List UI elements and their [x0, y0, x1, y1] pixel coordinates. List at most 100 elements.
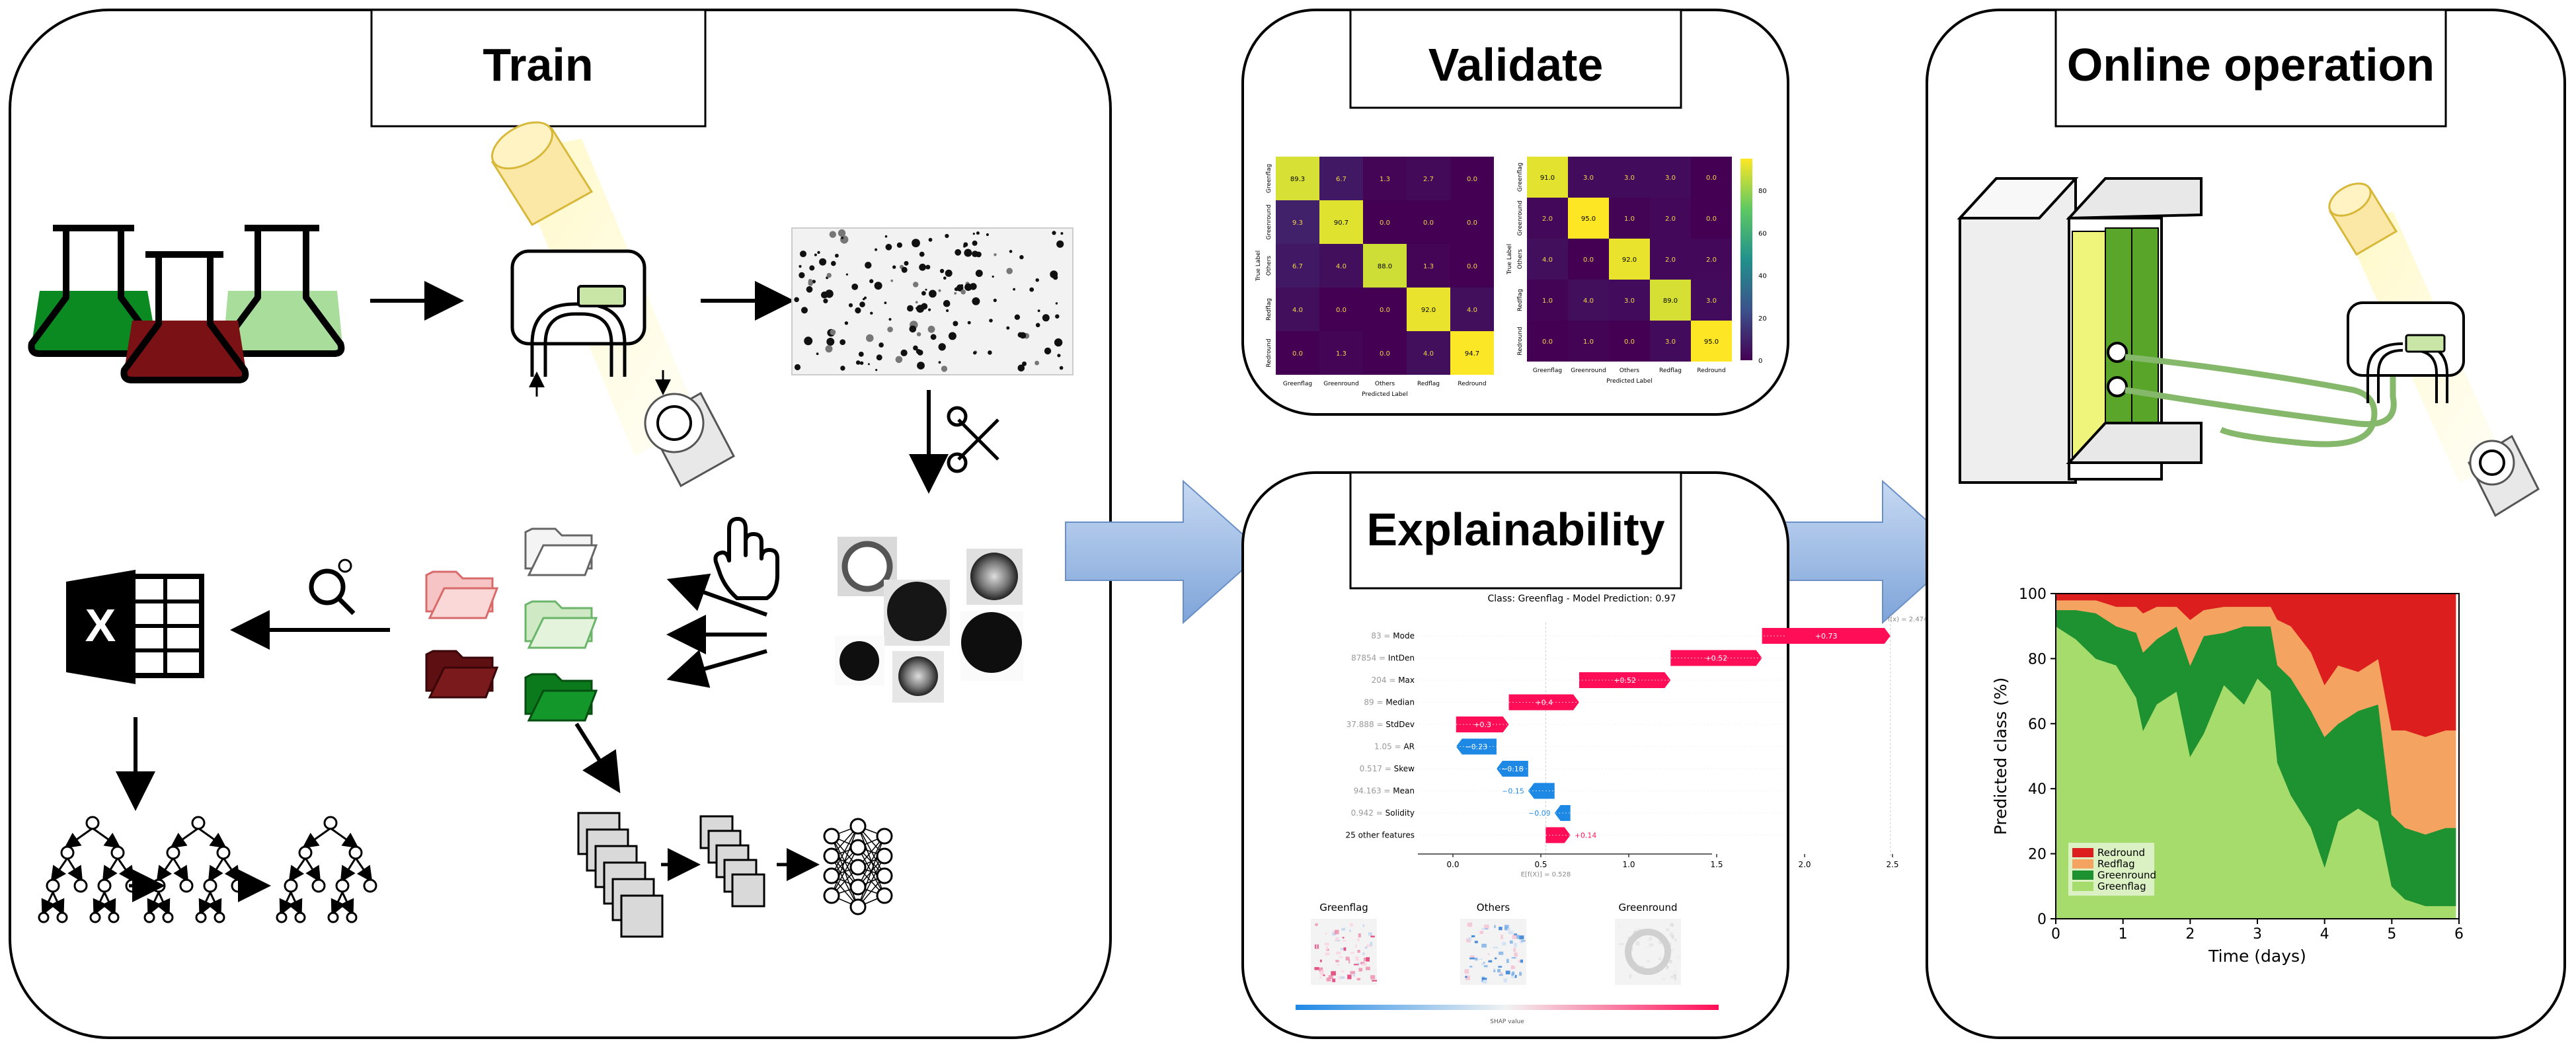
cell-dot — [943, 299, 951, 307]
heatmap-pixel — [1358, 968, 1363, 972]
heatmap-pixel — [1519, 935, 1524, 940]
heatmap-pixel — [1622, 922, 1627, 925]
shap-value-label: +0.4 — [1535, 699, 1553, 707]
validate-title: Validate — [1428, 39, 1604, 91]
tree-edge — [102, 857, 119, 883]
cell-dot — [973, 351, 977, 355]
heatmap-pixel — [1355, 956, 1359, 961]
cell-dot — [967, 321, 971, 325]
y-tick-label: 40 — [2028, 781, 2047, 798]
tree-edge — [116, 857, 135, 882]
heatmap-pixel — [1493, 968, 1496, 970]
tree-node — [179, 878, 194, 893]
cell-dot — [841, 236, 844, 239]
cm-cell — [1650, 157, 1691, 198]
cm-x-tick: Others — [1375, 381, 1395, 387]
shap-title: Class: Greenflag - Model Prediction: 0.9… — [1487, 594, 1676, 604]
tree-node — [335, 878, 350, 893]
shap-value-label: +0.73 — [1815, 632, 1838, 640]
cm-cell — [1450, 331, 1494, 375]
cell-dot — [821, 291, 828, 299]
cm-value: 4.0 — [1583, 297, 1594, 305]
shap-colorbar-label: SHAP value — [1490, 1019, 1524, 1025]
x-tick-label: 6 — [2454, 926, 2464, 943]
heatmap-pixel — [1668, 971, 1672, 973]
cm-y-tick: Others — [1266, 256, 1272, 276]
heatmap-pixel — [1356, 978, 1360, 981]
cell-dot — [913, 282, 919, 288]
heatmap-pixel — [1674, 938, 1677, 942]
cell-dot — [844, 321, 849, 325]
nn-neuron — [849, 859, 867, 876]
tree-node — [348, 845, 363, 860]
cm-x-tick: Redflag — [1417, 381, 1440, 387]
cm-value: 2.7 — [1423, 176, 1434, 183]
legend-label: Greenround — [2097, 869, 2156, 881]
folder-icon — [524, 600, 598, 649]
tree-node — [276, 911, 288, 923]
heatmap-pixel — [1623, 948, 1627, 951]
cell-dot — [794, 364, 801, 371]
cell-dot — [1019, 332, 1027, 339]
spreadsheet-icon: X — [66, 570, 204, 684]
y-tick-label: 20 — [2028, 847, 2047, 863]
cell-dot — [912, 239, 920, 248]
cm-value: 3.0 — [1706, 297, 1717, 305]
cell-dot — [804, 336, 813, 346]
cell-dot — [862, 297, 865, 301]
cell-dot — [928, 308, 931, 311]
cm-value: 1.3 — [1380, 176, 1390, 183]
cm-value: 9.3 — [1292, 219, 1303, 227]
heatmap-pixel — [1366, 957, 1370, 962]
cell-dot — [865, 262, 872, 269]
cell-dot — [1022, 361, 1027, 366]
heatmap-pixel — [1320, 970, 1324, 974]
cell-dot — [925, 264, 931, 270]
cell-dot — [904, 260, 909, 266]
cm-value: 0.0 — [1706, 215, 1717, 223]
tree-node — [97, 878, 112, 893]
nn-neuron — [823, 828, 840, 845]
heatmap-pixel — [1481, 927, 1485, 930]
cell-dot — [976, 231, 980, 235]
heatmap-pixel — [1506, 958, 1509, 963]
cell-dot — [992, 275, 994, 278]
shap-axis-tick-label: 1.5 — [1710, 860, 1723, 869]
cm-cell — [1609, 157, 1650, 198]
heatmap-pixel — [1465, 976, 1467, 978]
cm-cell — [1407, 331, 1450, 375]
arrow-crops-to-folder-3 — [666, 649, 767, 688]
heatmap-pixel — [1629, 974, 1632, 977]
heatmap-pixel — [1343, 940, 1347, 942]
heatmap-pixel — [1673, 970, 1678, 975]
cm-y-tick: Greenflag — [1517, 163, 1524, 192]
tree-edge — [302, 827, 331, 849]
heatmap-pixel — [1349, 929, 1351, 932]
heatmap-pixel — [1370, 942, 1373, 946]
cm-value: 0.0 — [1423, 219, 1434, 227]
heatmap-pixel — [1660, 927, 1665, 929]
shap-value-label: +0.3 — [1473, 720, 1491, 729]
cell-dot — [801, 307, 808, 314]
tree-node — [294, 911, 306, 923]
tree-edge — [64, 827, 93, 849]
arrow-folders-to-cnn — [574, 722, 621, 794]
cm-value: 2.0 — [1706, 256, 1717, 264]
cm-value: 0.0 — [1583, 256, 1594, 264]
confusion-matrix-a: 89.3 6.7 1.3 2.7 0.0 9.3 90.7 0.0 0.0 0.0 6.7 4.0 88… — [1255, 157, 1494, 398]
cell-dot — [919, 251, 925, 257]
culture-flasks — [28, 225, 345, 383]
shap-value-label: −0.09 — [1528, 809, 1551, 818]
cell-dot — [1052, 231, 1056, 235]
tree-edge — [101, 892, 116, 916]
heatmap-pixel — [1362, 952, 1365, 956]
cell-dot — [800, 251, 806, 258]
online-title-box — [2054, 9, 2447, 128]
class-folders — [425, 527, 598, 722]
heatmap-pixel — [1516, 935, 1520, 939]
legend-swatch — [2072, 882, 2093, 891]
cell-dot — [1019, 254, 1024, 260]
colorbar-tick: 80 — [1758, 188, 1767, 195]
cell-dot — [986, 233, 989, 237]
shap-feature-label: 94.163 = Mean — [1354, 787, 1415, 796]
